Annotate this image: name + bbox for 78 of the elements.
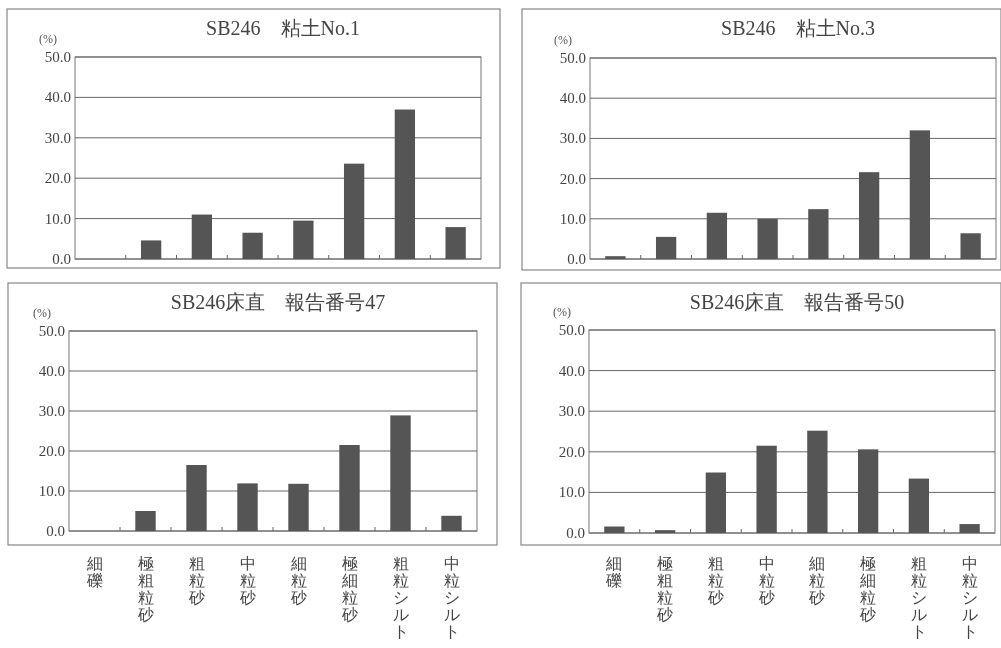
y-tick-label: 50.0 <box>44 49 71 65</box>
y-tick-label: 40.0 <box>44 89 71 106</box>
x-tick-label: 極細粒砂 <box>340 555 358 623</box>
y-tick-label: 40.0 <box>559 90 586 107</box>
x-tick-label: 粗粒砂 <box>187 555 205 606</box>
bar <box>445 227 466 259</box>
bar <box>909 130 931 259</box>
bar <box>186 465 207 531</box>
bar <box>605 256 626 259</box>
y-axis-title: (%) <box>39 32 57 46</box>
y-tick-label: 10.0 <box>38 483 65 499</box>
y-tick-label: 50.0 <box>38 323 65 339</box>
bar <box>857 449 879 533</box>
y-axis-title: (%) <box>553 305 571 319</box>
bar <box>858 172 880 259</box>
x-tick-label: 中粒シルト <box>443 555 460 640</box>
y-tick-label: 20.0 <box>38 443 65 459</box>
bar <box>343 163 365 259</box>
y-axis-title: (%) <box>33 306 51 320</box>
bar <box>807 430 828 533</box>
y-tick-label: 10.0 <box>44 210 71 227</box>
x-tick-label: 中粒砂 <box>238 555 256 606</box>
x-tick-label: 細粒砂 <box>808 555 826 606</box>
y-tick-label: 30.0 <box>559 130 586 147</box>
x-tick-label: 細礫 <box>605 555 623 589</box>
bar <box>339 445 360 531</box>
y-tick-label: 0.0 <box>566 525 585 541</box>
x-tick-label: 極粗粒砂 <box>656 555 674 623</box>
bar <box>242 232 263 259</box>
y-tick-label: 20.0 <box>44 170 71 187</box>
y-tick-label: 20.0 <box>558 443 585 460</box>
chart-title: SB246床直 報告番号50 <box>689 291 905 313</box>
y-tick-label: 50.0 <box>559 50 586 66</box>
y-tick-label: 0.0 <box>46 523 65 539</box>
x-tick-label: 極粗粒砂 <box>136 555 154 623</box>
x-tick-label: 極細粒砂 <box>859 555 877 623</box>
bar <box>654 530 676 533</box>
y-tick-label: 30.0 <box>44 129 71 146</box>
y-tick-label: 30.0 <box>558 403 585 420</box>
bar <box>140 240 162 259</box>
bar <box>441 515 462 531</box>
bar <box>908 478 930 533</box>
y-tick-label: 40.0 <box>38 363 65 379</box>
y-tick-label: 50.0 <box>558 322 585 338</box>
bar <box>237 483 258 531</box>
x-tick-label: 中粒シルト <box>961 555 978 640</box>
bar <box>288 483 309 531</box>
x-tick-label: 中粒砂 <box>757 555 775 606</box>
bar <box>135 511 156 531</box>
bar <box>293 220 314 259</box>
y-tick-label: 40.0 <box>558 362 585 379</box>
bar <box>705 472 727 533</box>
bar <box>604 526 625 533</box>
y-tick-label: 10.0 <box>558 484 585 501</box>
y-tick-label: 20.0 <box>559 170 586 187</box>
x-tick-label: 粗粒シルト <box>910 555 927 640</box>
y-tick-label: 10.0 <box>559 210 586 227</box>
y-tick-label: 0.0 <box>52 251 71 267</box>
bar <box>394 109 416 259</box>
chart-title: SB246床直 報告番号47 <box>170 291 386 313</box>
x-tick-label: 粗粒砂 <box>706 555 724 606</box>
bar <box>756 445 777 533</box>
bar <box>191 214 213 259</box>
chart-title: SB246 粘土No.3 <box>721 17 875 39</box>
bar <box>655 236 677 259</box>
chart-title: SB246 粘土No.1 <box>206 17 360 39</box>
bar <box>959 524 980 533</box>
bar <box>757 218 778 259</box>
bar <box>960 233 981 259</box>
y-tick-label: 30.0 <box>38 403 65 419</box>
x-tick-label: 粗粒シルト <box>392 555 409 640</box>
y-axis-title: (%) <box>554 33 572 47</box>
bar <box>808 209 829 259</box>
bar <box>706 212 728 259</box>
x-tick-label: 細礫 <box>85 555 103 589</box>
y-tick-label: 0.0 <box>567 251 586 267</box>
x-tick-label: 細粒砂 <box>289 555 307 606</box>
bar <box>390 415 411 531</box>
